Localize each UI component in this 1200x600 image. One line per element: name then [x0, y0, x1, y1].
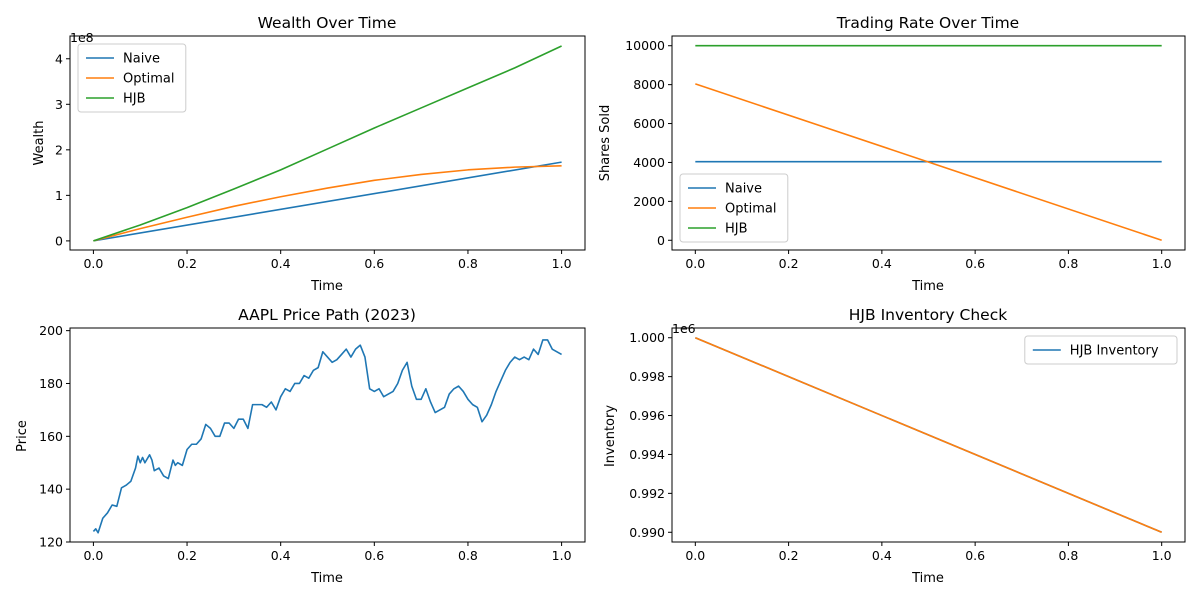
x-tick-label: 0.6	[364, 256, 384, 271]
panel-price-path: AAPL Price Path (2023) 0.0 0.2 0.4 0.6 0.8 1.…	[15, 306, 586, 586]
series-line-0	[92, 339, 562, 534]
legend: HJB Inventory	[1024, 335, 1178, 365]
legend-box	[1024, 335, 1178, 365]
x-axis-label: Time	[310, 279, 343, 294]
legend-label: HJB	[123, 92, 146, 107]
series-line-0	[93, 161, 562, 242]
x-tick-label: 0.2	[177, 256, 197, 271]
series-line-2	[93, 45, 562, 242]
y-tick-label: 2	[55, 142, 63, 157]
x-tick-label: 0.6	[364, 548, 384, 563]
x-tick-label: 0.8	[1058, 256, 1078, 271]
y-tick-label: 8000	[633, 77, 665, 92]
x-tick-label: 0.0	[83, 548, 103, 563]
plot-area-price-path: 0.0 0.2 0.4 0.6 0.8 1.0 120 140 160 180 200	[39, 323, 586, 563]
y-axis-label: Shares Sold	[598, 105, 613, 182]
y-tick-label: 160	[39, 429, 63, 444]
panel-trading-rate: Trading Rate Over Time 0.0 0.2 0.4 0.6 0.8 1.…	[598, 14, 1186, 294]
legend-label: Naive	[123, 52, 160, 67]
axes-frame	[69, 35, 586, 251]
x-tick-label: 0.4	[271, 548, 291, 563]
legend-label: Naive	[725, 182, 762, 197]
y-tick-label: 0.996	[629, 408, 665, 423]
y-tick-label: 2000	[633, 194, 665, 209]
y-tick-label: 4000	[633, 155, 665, 170]
x-tick-label: 1.0	[1152, 548, 1172, 563]
plot-area-wealth: 0.0 0.2 0.4 0.6 0.8 1.0 0 1 2 3 4 Naive Optimal HJB	[55, 35, 586, 271]
legend-label: Optimal	[123, 72, 174, 87]
legend-label: Optimal	[725, 202, 776, 217]
x-axis-label: Time	[310, 571, 343, 586]
y-tick-label: 0.994	[629, 447, 665, 462]
x-tick-label: 0.4	[872, 548, 892, 563]
y-offset-label: 1e8	[70, 30, 94, 45]
x-tick-label: 0.8	[458, 256, 478, 271]
legend-label: HJB	[725, 222, 748, 237]
y-tick-label: 1.000	[629, 330, 665, 345]
y-tick-label: 0	[55, 233, 63, 248]
y-tick-label: 1	[55, 188, 63, 203]
y-tick-label: 120	[39, 535, 63, 550]
panel-inventory: HJB Inventory Check 1e6 0.0 0.2 0.4 0.6 0.8 1…	[603, 306, 1186, 586]
x-tick-label: 0.0	[83, 256, 103, 271]
x-tick-label: 0.4	[271, 256, 291, 271]
legend-box	[679, 173, 789, 243]
legend: Naive Optimal HJB	[679, 173, 789, 243]
x-tick-label: 0.4	[872, 256, 892, 271]
y-tick-label: 0	[657, 233, 665, 248]
y-tick-label: 200	[39, 323, 63, 338]
y-tick-label: 140	[39, 482, 63, 497]
chart-title: Wealth Over Time	[258, 14, 397, 32]
legend-box	[77, 43, 187, 113]
series-line-1	[695, 83, 1162, 242]
x-axis-label: Time	[911, 279, 944, 294]
x-tick-label: 0.2	[177, 548, 197, 563]
y-axis-label: Inventory	[603, 405, 618, 467]
x-tick-label: 0.0	[685, 256, 705, 271]
y-axis-label: Price	[15, 420, 30, 452]
plot-area-trading-rate: 0.0 0.2 0.4 0.6 0.8 1.0 0 2000 4000 6000 8000 10000…	[625, 35, 1186, 271]
axes-frame	[69, 327, 586, 543]
x-tick-label: 0.8	[1058, 548, 1078, 563]
chart-title: Trading Rate Over Time	[836, 14, 1019, 32]
x-tick-label: 0.2	[779, 256, 799, 271]
y-axis-label: Wealth	[32, 120, 47, 165]
x-axis-label: Time	[911, 571, 944, 586]
chart-title: HJB Inventory Check	[849, 306, 1007, 324]
panel-wealth: Wealth Over Time 1e8 0.0 0.2 0.4 0.6 0.8 1.00…	[32, 14, 586, 294]
series-line-1	[93, 164, 562, 242]
series-line-1	[695, 336, 1162, 534]
legend: Naive Optimal HJB	[77, 43, 187, 113]
x-tick-label: 1.0	[552, 256, 572, 271]
axes-frame	[671, 327, 1186, 543]
x-tick-label: 1.0	[552, 548, 572, 563]
y-tick-label: 4	[55, 51, 63, 66]
y-tick-label: 0.990	[629, 525, 665, 540]
y-tick-label: 180	[39, 376, 63, 391]
x-tick-label: 0.6	[965, 548, 985, 563]
y-tick-label: 3	[55, 97, 63, 112]
axes-frame	[671, 35, 1186, 251]
y-tick-label: 0.992	[629, 486, 665, 501]
x-tick-label: 0.6	[965, 256, 985, 271]
y-tick-label: 10000	[625, 38, 665, 53]
y-tick-label: 0.998	[629, 369, 665, 384]
x-tick-label: 0.0	[685, 548, 705, 563]
x-tick-label: 0.2	[779, 548, 799, 563]
plot-area-inventory: 0.0 0.2 0.4 0.6 0.8 1.0 0.990 0.992 0.994 0.996 0.…	[629, 327, 1186, 563]
x-tick-label: 1.0	[1152, 256, 1172, 271]
legend-label: HJB Inventory	[1070, 344, 1159, 359]
chart-title: AAPL Price Path (2023)	[238, 306, 416, 324]
x-tick-label: 0.8	[458, 548, 478, 563]
y-tick-label: 6000	[633, 116, 665, 131]
